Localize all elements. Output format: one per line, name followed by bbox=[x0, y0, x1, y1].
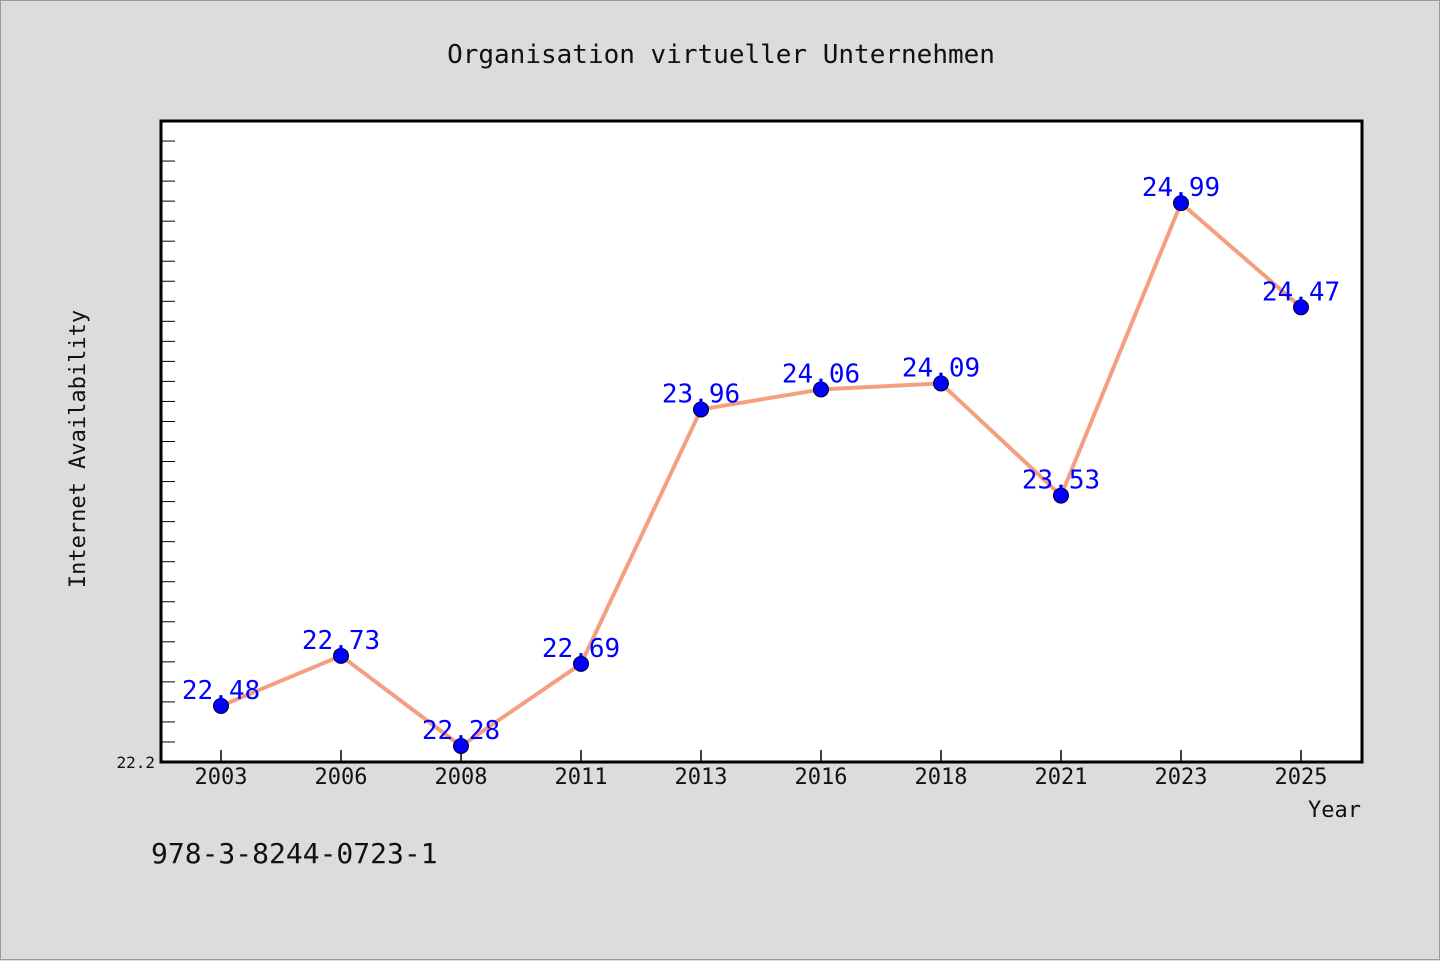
x-tick-label: 2008 bbox=[435, 765, 488, 790]
x-tick-label: 2021 bbox=[1035, 765, 1088, 790]
data-point bbox=[1293, 299, 1309, 316]
x-tick-label: 2006 bbox=[315, 765, 368, 790]
data-label: 24.06 bbox=[782, 359, 860, 389]
x-tick-label: 2011 bbox=[555, 765, 608, 790]
x-axis-label: Year bbox=[1308, 798, 1361, 823]
series-layer bbox=[219, 201, 1303, 748]
y-tick-label: 22.2 bbox=[116, 753, 155, 772]
data-label: 22.69 bbox=[542, 634, 620, 664]
x-ticks bbox=[220, 750, 1302, 762]
data-label: 24.09 bbox=[902, 353, 980, 383]
markers-layer bbox=[213, 195, 1309, 754]
data-point bbox=[813, 381, 829, 398]
data-point bbox=[573, 655, 589, 672]
y-axis-label: Internet Availability bbox=[66, 310, 91, 588]
data-label: 22.28 bbox=[422, 716, 500, 746]
chart-title: Organisation virtueller Unternehmen bbox=[447, 40, 995, 70]
x-tick-label: 2018 bbox=[915, 765, 968, 790]
data-point bbox=[1053, 487, 1069, 504]
x-tick-labels: 2003 2006 2008 2011 2013 2016 2018 2021 2023 2025 bbox=[195, 765, 1328, 790]
data-point bbox=[933, 375, 949, 392]
plot-border bbox=[159, 119, 1364, 764]
data-point bbox=[333, 647, 349, 664]
data-point bbox=[453, 737, 469, 754]
y-tick-labels: 22.2 bbox=[116, 753, 155, 772]
data-point bbox=[213, 697, 229, 714]
data-label: 22.73 bbox=[302, 626, 380, 656]
data-point bbox=[693, 401, 709, 418]
plot-area bbox=[161, 121, 1362, 762]
x-tick-label: 2023 bbox=[1155, 765, 1208, 790]
y-minor-ticks bbox=[161, 140, 175, 743]
data-label: 24.47 bbox=[1262, 277, 1340, 307]
data-label: 24.99 bbox=[1142, 173, 1220, 203]
data-point bbox=[1173, 195, 1189, 212]
x-tick-label: 2003 bbox=[195, 765, 248, 790]
data-label: 23.53 bbox=[1022, 466, 1100, 496]
data-label: 23.96 bbox=[662, 379, 740, 409]
x-tick-label: 2016 bbox=[795, 765, 848, 790]
isbn-text: 978-3-8244-0723-1 bbox=[151, 837, 438, 870]
data-label: 22.48 bbox=[182, 676, 260, 706]
x-tick-label: 2013 bbox=[675, 765, 728, 790]
data-labels-layer: 22.48 22.73 22.28 22.69 23.96 24.06 24.09 23.53… bbox=[182, 173, 1340, 746]
series-line bbox=[219, 201, 1303, 748]
x-tick-label: 2025 bbox=[1275, 765, 1328, 790]
